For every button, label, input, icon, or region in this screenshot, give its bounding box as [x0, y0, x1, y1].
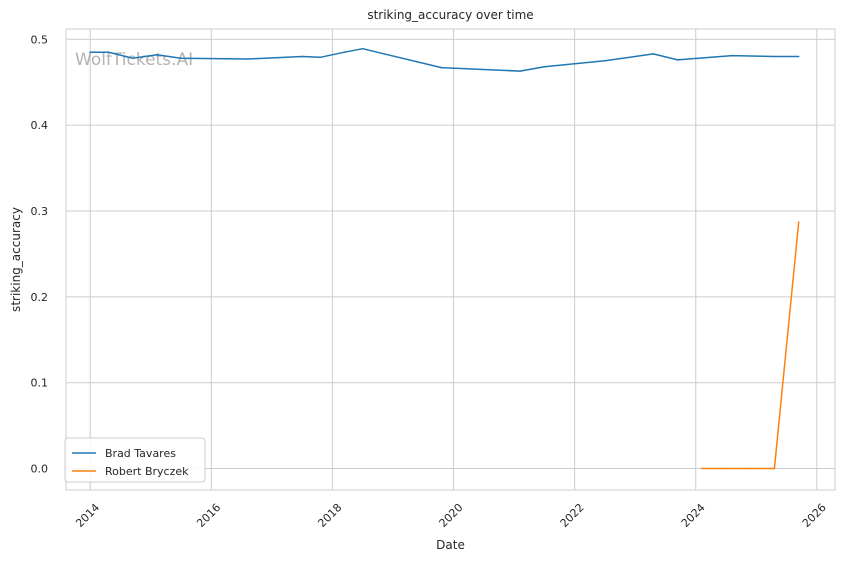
plot-area-frame: [65, 28, 836, 491]
y-tick-label: 0.5: [31, 33, 49, 46]
y-axis-title: striking_accuracy: [9, 207, 23, 312]
data-point: [180, 57, 182, 59]
y-tick-label: 0.2: [31, 291, 49, 304]
data-point: [797, 55, 800, 58]
data-point: [246, 58, 249, 60]
legend: Brad Tavares Robert Bryczek: [64, 437, 206, 483]
data-point: [725, 467, 727, 470]
y-tick-label: 0.1: [31, 377, 49, 390]
data-point: [749, 467, 751, 470]
data-point: [604, 60, 606, 62]
legend-box: [64, 437, 206, 483]
data-point: [361, 47, 364, 50]
series-layer: [89, 47, 800, 470]
data-point: [319, 56, 322, 59]
data-point: [676, 59, 679, 61]
legend-label: Robert Bryczek: [105, 465, 189, 478]
data-point: [797, 221, 800, 223]
y-tick-label: 0.0: [31, 463, 49, 476]
watermark-text: WolfTickets.AI: [75, 50, 193, 70]
legend-label: Brad Tavares: [105, 447, 176, 460]
data-point: [773, 55, 776, 58]
data-point: [131, 57, 134, 59]
data-point: [543, 66, 546, 68]
y-axis-ticks: 0.0 0.1 0.2 0.3 0.4 0.5: [31, 33, 49, 475]
data-point: [343, 51, 346, 53]
data-point: [301, 55, 303, 58]
data-point: [156, 54, 158, 56]
data-point: [440, 66, 443, 69]
chart-title: striking_accuracy over time: [367, 8, 533, 22]
data-point: [652, 53, 655, 55]
data-point: [731, 54, 733, 57]
data-point: [773, 467, 776, 470]
data-point: [107, 51, 110, 53]
x-axis-title: Date: [436, 538, 465, 552]
y-tick-label: 0.3: [31, 205, 49, 218]
data-point: [701, 467, 703, 470]
data-point: [519, 70, 521, 72]
y-tick-label: 0.4: [31, 119, 49, 132]
data-point: [89, 51, 91, 53]
